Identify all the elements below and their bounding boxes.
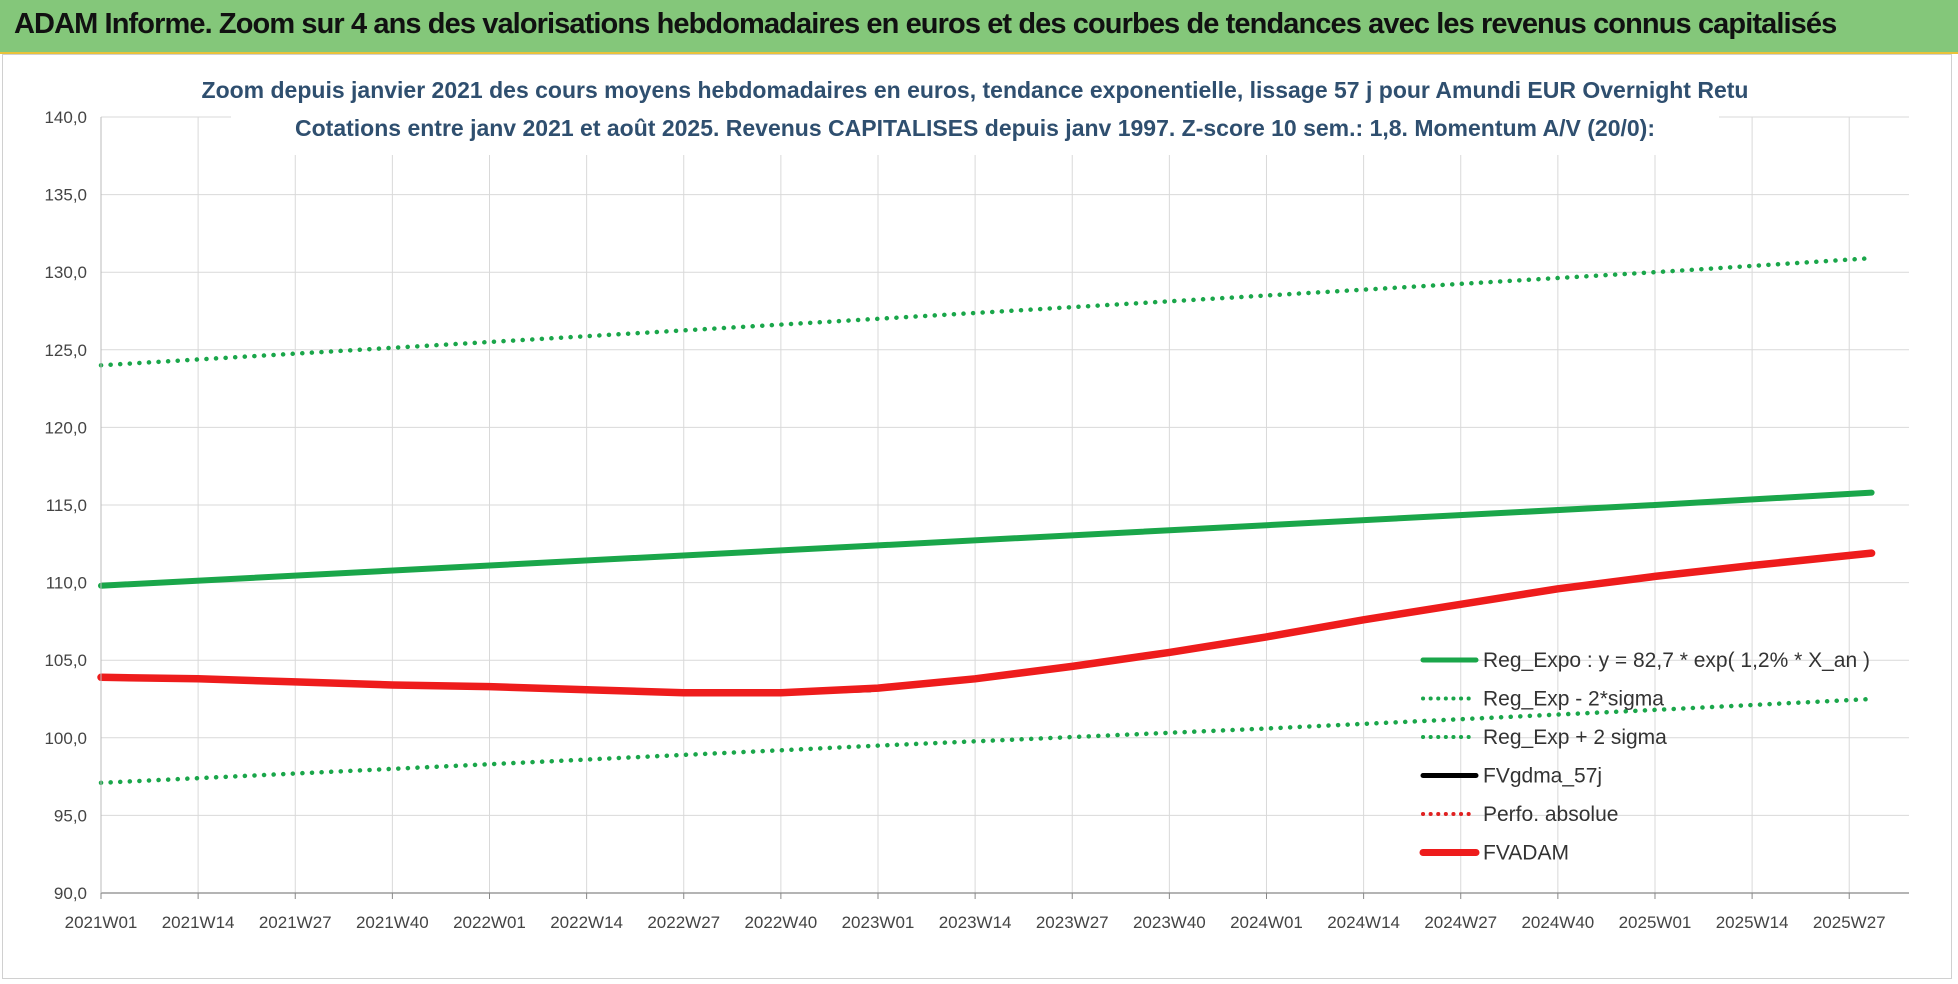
x-tick-label: 2022W14 — [550, 913, 623, 932]
y-tick-label: 105,0 — [44, 651, 87, 670]
x-tick-label: 2023W01 — [842, 913, 915, 932]
series-line-2 — [98, 255, 1874, 368]
x-tick-label: 2024W40 — [1521, 913, 1594, 932]
header-banner: ADAM Informe. Zoom sur 4 ans des valoris… — [0, 0, 1958, 54]
x-tick-label: 2025W01 — [1619, 913, 1692, 932]
legend: Reg_Expo : y = 82,7 * exp( 1,2% * X_an )… — [1419, 649, 1870, 865]
legend-label-1: Reg_Exp - 2*sigma — [1483, 688, 1664, 711]
x-tick-label: 2021W40 — [356, 913, 429, 932]
x-tick-label: 2022W40 — [744, 913, 817, 932]
y-tick-label: 135,0 — [44, 186, 87, 205]
series-line-1 — [98, 696, 1874, 786]
x-tick-label: 2023W27 — [1036, 913, 1109, 932]
x-tick-label: 2021W01 — [65, 913, 138, 932]
y-tick-label: 110,0 — [46, 574, 87, 593]
x-tick-label: 2025W14 — [1716, 913, 1789, 932]
legend-label-3: FVgdma_57j — [1483, 765, 1602, 788]
chart-title: Zoom depuis janvier 2021 des cours moyen… — [202, 59, 1749, 155]
y-tick-label: 100,0 — [44, 729, 87, 748]
legend-label-4: Perfo. absolue — [1483, 803, 1618, 826]
x-tick-label: 2023W40 — [1133, 913, 1206, 932]
legend-label-5: FVADAM — [1483, 842, 1569, 865]
legend-label-2: Reg_Exp + 2 sigma — [1483, 726, 1667, 749]
y-tick-label: 125,0 — [44, 341, 87, 360]
x-tick-label: 2021W14 — [162, 913, 235, 932]
series-line-5 — [97, 549, 1876, 697]
chart-title-line-2: Cotations entre janv 2021 et août 2025. … — [295, 115, 1655, 141]
x-tick-label: 2025W27 — [1813, 913, 1886, 932]
y-tick-label: 140,0 — [44, 108, 87, 127]
x-tick-label: 2021W27 — [259, 913, 332, 932]
y-tick-label: 115,0 — [46, 496, 87, 515]
x-tick-label: 2024W01 — [1230, 913, 1303, 932]
x-tick-label: 2022W01 — [453, 913, 526, 932]
x-tick-label: 2024W27 — [1424, 913, 1497, 932]
legend-label-0: Reg_Expo : y = 82,7 * exp( 1,2% * X_an ) — [1483, 649, 1870, 672]
y-tick-label: 130,0 — [44, 263, 87, 282]
chart: 90,0 95,0 100,0 105,0 110,0 115,0 120,0 125,0 13… — [44, 59, 1909, 932]
chart-title-line-1: Zoom depuis janvier 2021 des cours moyen… — [202, 77, 1749, 103]
y-tick-label: 90,0 — [54, 884, 87, 903]
y-tick-label: 120,0 — [44, 418, 87, 437]
x-tick-label: 2023W14 — [939, 913, 1012, 932]
series-line-0 — [98, 489, 1875, 589]
chart-frame: 90,0 95,0 100,0 105,0 110,0 115,0 120,0 125,0 13… — [2, 54, 1952, 979]
x-tick-label: 2022W27 — [647, 913, 720, 932]
axes: 90,0 95,0 100,0 105,0 110,0 115,0 120,0 125,0 13… — [44, 108, 1909, 932]
x-tick-label: 2024W14 — [1327, 913, 1400, 932]
y-tick-label: 95,0 — [54, 806, 87, 825]
header-title: ADAM Informe. Zoom sur 4 ans des valoris… — [14, 8, 1837, 40]
series-layer — [97, 255, 1876, 786]
